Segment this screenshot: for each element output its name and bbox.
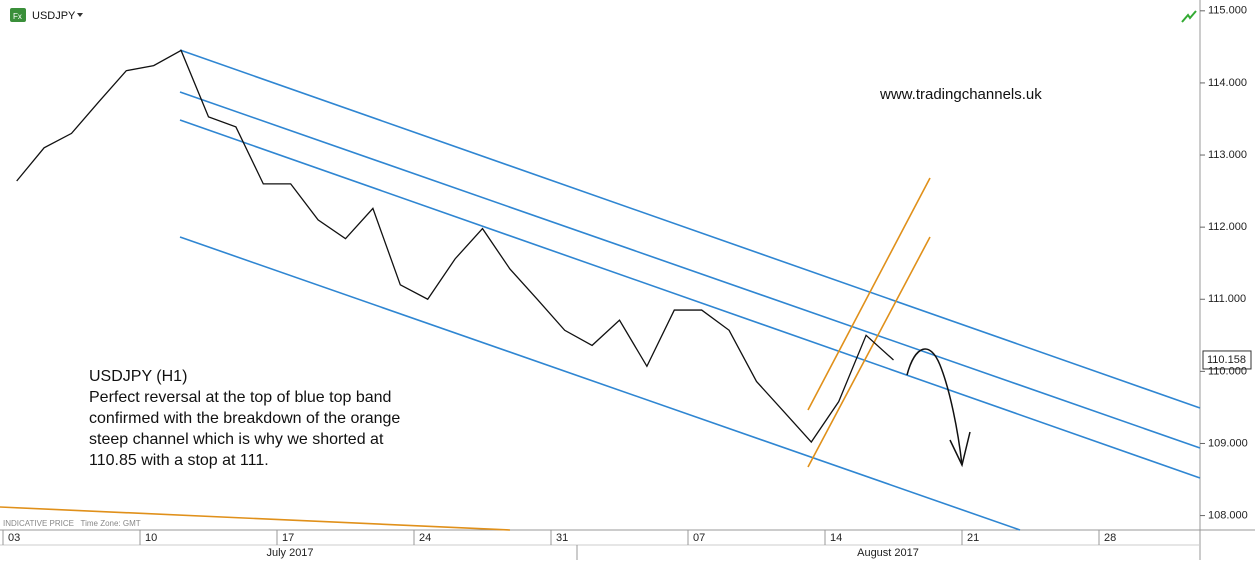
annotation-line: confirmed with the breakdown of the oran… <box>89 410 400 427</box>
trend-icon[interactable] <box>1181 10 1197 23</box>
annotation-line: USDJPY (H1) <box>89 368 187 385</box>
y-tick-label: 112.000 <box>1208 221 1247 233</box>
y-tick-label: 111.000 <box>1208 293 1246 305</box>
price-line <box>16 49 894 444</box>
annotation: USDJPY (H1) Perfect reversal at the top o… <box>89 368 400 469</box>
y-tick-label: 114.000 <box>1208 77 1247 89</box>
y-tick-label: 108.000 <box>1208 509 1248 521</box>
x-tick-label: 10 <box>145 532 157 544</box>
current-price: 110.158 <box>1207 354 1246 366</box>
channel-line <box>807 177 931 411</box>
symbol-icon[interactable] <box>10 8 26 22</box>
channel-line <box>179 49 1201 409</box>
forecast-arrow <box>906 348 963 466</box>
x-tick-label: 14 <box>830 532 842 544</box>
x-tick-label: 07 <box>693 532 705 544</box>
annotation-line: 110.85 with a stop at 111. <box>89 452 269 469</box>
y-tick-label: 113.000 <box>1208 149 1247 161</box>
channel-line <box>179 91 1201 449</box>
website: www.tradingchannels.uk <box>879 86 1042 103</box>
blue-channel <box>179 49 1201 531</box>
symbol-dropdown[interactable] <box>77 13 83 17</box>
price-tag <box>1202 350 1252 370</box>
x-tick-label: 31 <box>556 532 568 544</box>
arrow-head <box>949 431 971 468</box>
footer: INDICATIVE PRICE Time Zone: GMT <box>3 519 141 528</box>
orange-channel <box>0 177 931 531</box>
annotation-line: Perfect reversal at the top of blue top … <box>89 389 391 406</box>
y-tick-label: 115.000 <box>1208 5 1247 17</box>
month-label: August 2017 <box>857 547 919 559</box>
symbol-name[interactable]: USDJPY <box>32 10 76 22</box>
x-tick-label: 28 <box>1104 532 1116 544</box>
x-tick-label: 03 <box>8 532 20 544</box>
symbol-icon-text: Fx <box>13 12 22 21</box>
x-tick-label: 21 <box>967 532 979 544</box>
channel-line <box>179 236 1021 531</box>
channel-line <box>807 236 931 468</box>
month-label: July 2017 <box>266 547 313 559</box>
y-tick-label: 110.000 <box>1208 365 1247 377</box>
y-tick-label: 109.000 <box>1208 437 1248 449</box>
annotation-line: steep channel which is why we shorted at <box>89 431 384 448</box>
x-tick-label: 24 <box>419 532 431 544</box>
x-tick-label: 17 <box>282 532 294 544</box>
channel-line <box>0 506 511 531</box>
channel-line <box>179 119 1201 479</box>
